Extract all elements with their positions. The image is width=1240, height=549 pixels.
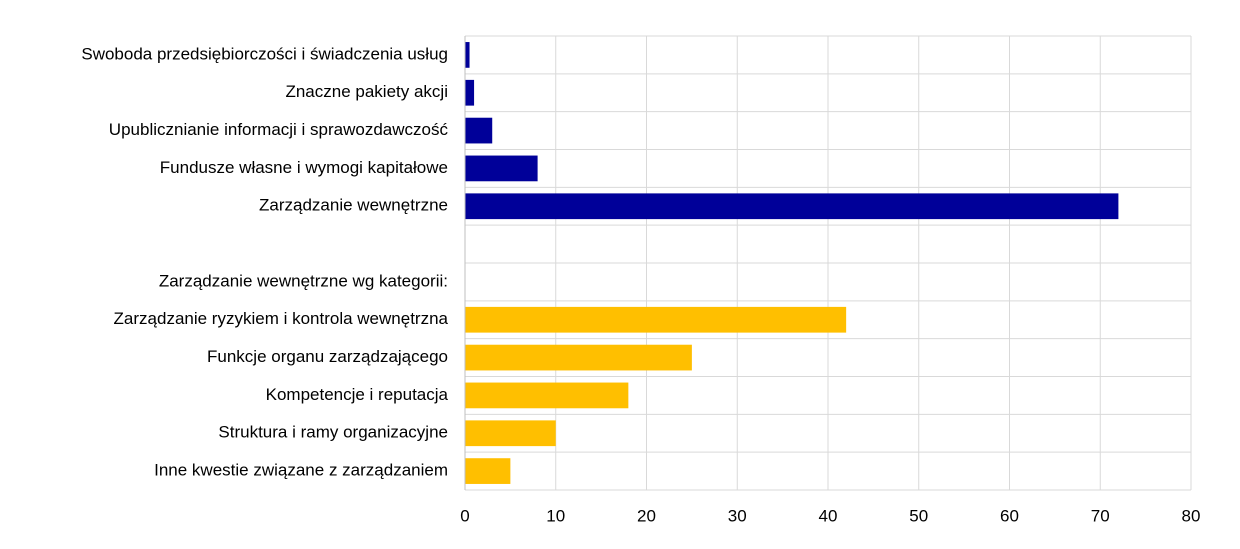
bar <box>465 193 1119 220</box>
bar <box>465 306 847 333</box>
x-tick-label: 60 <box>1000 506 1019 525</box>
bar <box>465 42 470 68</box>
bar <box>465 458 511 484</box>
x-tick-label: 70 <box>1091 506 1110 525</box>
x-tick-label: 20 <box>637 506 656 525</box>
bar <box>465 79 475 106</box>
y-tick-label: Inne kwestie związane z zarządzaniem <box>154 461 448 480</box>
bar <box>465 420 556 447</box>
bar <box>465 117 493 144</box>
y-tick-label: Zarządzanie wewnętrzne <box>259 196 448 215</box>
y-tick-label: Funkcje organu zarządzającego <box>207 347 448 366</box>
y-tick-label: Swoboda przedsiębiorczości i świadczenia… <box>81 44 448 63</box>
y-tick-label: Fundusze własne i wymogi kapitałowe <box>160 158 448 177</box>
y-tick-label: Zarządzanie wewnętrzne wg kategorii: <box>159 271 448 290</box>
y-tick-label: Upublicznianie informacji i sprawozdawcz… <box>109 120 449 139</box>
bar <box>465 344 692 371</box>
x-tick-label: 40 <box>819 506 838 525</box>
y-tick-label: Struktura i ramy organizacyjne <box>218 423 448 442</box>
x-tick-label: 0 <box>460 506 469 525</box>
x-tick-label: 80 <box>1182 506 1201 525</box>
y-tick-label: Zarządzanie ryzykiem i kontrola wewnętrz… <box>114 309 449 328</box>
x-tick-label: 50 <box>909 506 928 525</box>
x-tick-label: 30 <box>728 506 747 525</box>
bar <box>465 382 629 409</box>
x-tick-label: 10 <box>546 506 565 525</box>
y-tick-label: Znaczne pakiety akcji <box>285 82 448 101</box>
bar <box>465 155 538 182</box>
y-tick-label: Kompetencje i reputacja <box>266 385 449 404</box>
